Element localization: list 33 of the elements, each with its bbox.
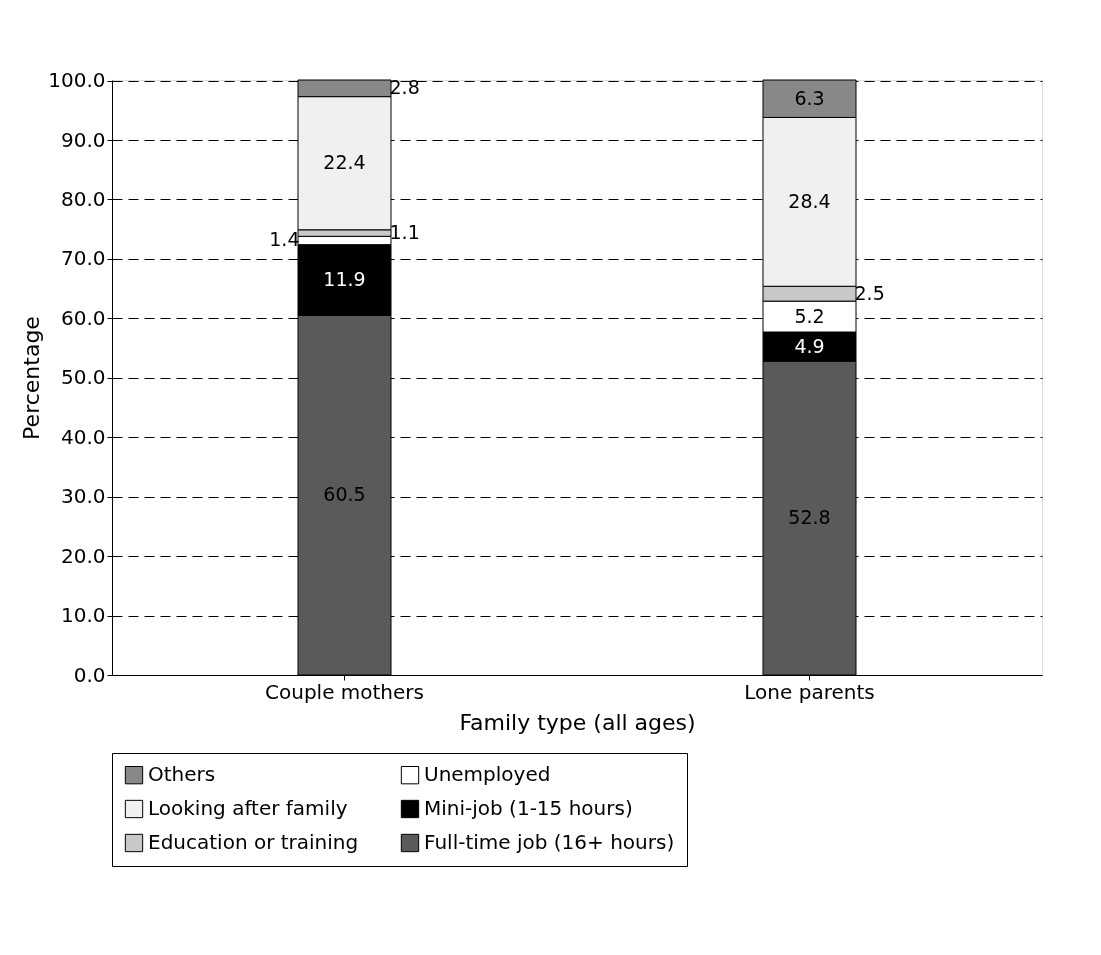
y-tick-label: 40.0 <box>60 424 106 449</box>
data-label: 4.9 <box>794 334 825 357</box>
data-label: 2.5 <box>854 281 885 304</box>
y-tick-label: 30.0 <box>60 484 106 509</box>
y-tick-label: 10.0 <box>60 603 106 628</box>
y-tick-label: 70.0 <box>60 246 106 271</box>
y-axis-title: Percentage <box>19 316 45 440</box>
legend-label: Others <box>148 762 216 787</box>
y-tick-label: 20.0 <box>60 543 106 568</box>
legend-label: Unemployed <box>424 762 551 787</box>
y-tick-label: 80.0 <box>60 186 106 211</box>
data-label: 1.4 <box>269 228 300 251</box>
data-label: 22.4 <box>323 151 366 174</box>
legend-label: Mini-job (1-15 hours) <box>424 796 633 820</box>
y-tick-label: 100.0 <box>48 68 106 93</box>
legend-label: Full-time job (16+ hours) <box>424 830 675 854</box>
data-label: 6.3 <box>794 86 825 109</box>
data-label: 5.2 <box>794 304 825 327</box>
data-label: 11.9 <box>323 268 366 291</box>
data-label: 1.1 <box>389 221 420 244</box>
y-tick-label: 90.0 <box>60 127 106 152</box>
legend-label: Looking after family <box>148 796 348 820</box>
x-tick-label: Lone parents <box>744 679 875 704</box>
legend-label: Education or training <box>148 830 359 854</box>
data-label: 2.8 <box>389 76 420 99</box>
y-tick-label: 0.0 <box>73 662 106 687</box>
x-axis-title: Family type (all ages) <box>459 709 696 735</box>
data-label: 28.4 <box>788 189 831 212</box>
data-label: 52.8 <box>788 506 831 529</box>
data-label: 60.5 <box>323 483 366 506</box>
y-tick-label: 60.0 <box>60 305 106 330</box>
y-tick-label: 50.0 <box>60 365 106 390</box>
x-tick-label: Couple mothers <box>265 679 424 704</box>
